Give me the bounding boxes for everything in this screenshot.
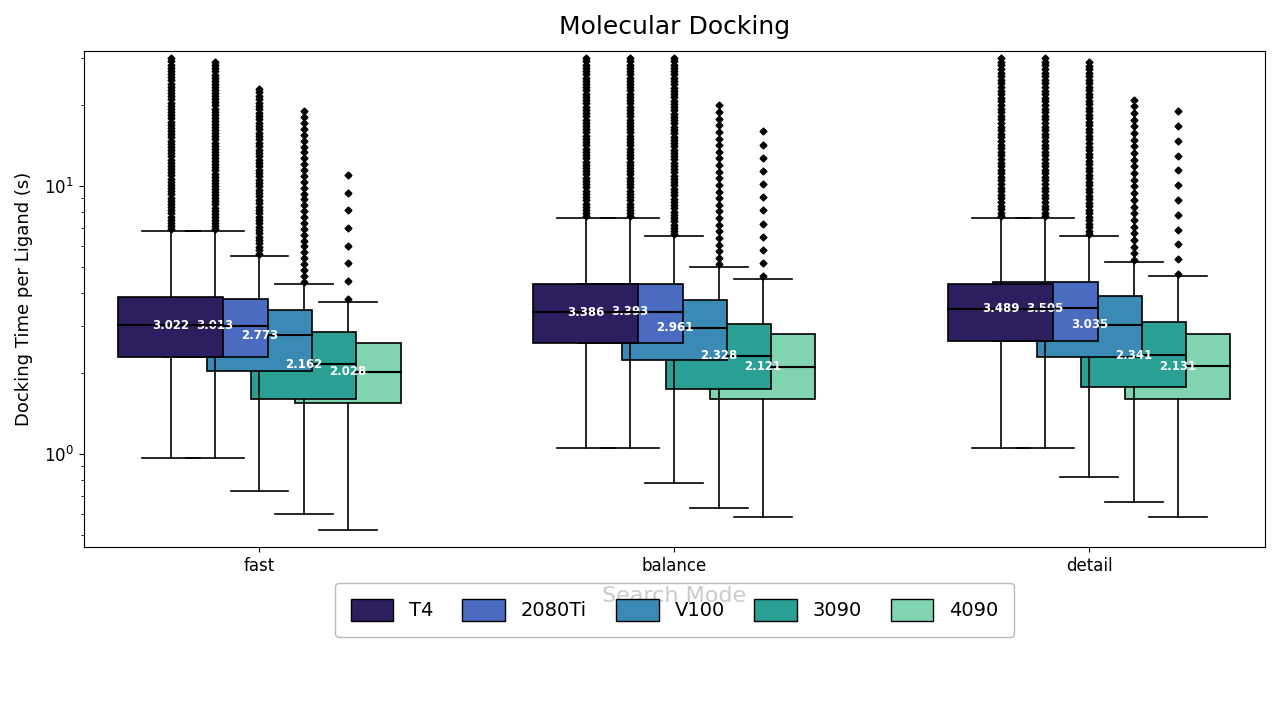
Bar xyxy=(1125,335,1230,399)
Bar xyxy=(207,310,312,371)
Text: 3.386: 3.386 xyxy=(567,306,604,319)
Text: 2.341: 2.341 xyxy=(1115,348,1152,361)
Bar xyxy=(163,298,268,357)
Bar xyxy=(251,332,356,399)
Bar xyxy=(577,284,682,343)
Text: 2.162: 2.162 xyxy=(285,358,323,371)
Text: 3.505: 3.505 xyxy=(1027,301,1064,314)
Text: 2.028: 2.028 xyxy=(329,366,366,379)
Bar xyxy=(534,284,639,343)
Text: 3.013: 3.013 xyxy=(197,319,234,332)
Text: 2.773: 2.773 xyxy=(241,329,278,342)
Text: 3.022: 3.022 xyxy=(152,319,189,332)
Legend: T4, 2080Ti, V100, 3090, 4090: T4, 2080Ti, V100, 3090, 4090 xyxy=(335,583,1014,637)
Bar xyxy=(296,343,401,403)
Text: 3.035: 3.035 xyxy=(1070,319,1108,332)
Bar xyxy=(1082,322,1187,387)
Text: 3.393: 3.393 xyxy=(612,306,649,319)
Y-axis label: Docking Time per Ligand (s): Docking Time per Ligand (s) xyxy=(15,172,33,426)
Bar xyxy=(948,284,1053,340)
Bar xyxy=(666,324,772,389)
Bar xyxy=(118,297,224,357)
Text: 2.961: 2.961 xyxy=(655,322,692,335)
Bar xyxy=(710,335,815,399)
Title: Molecular Docking: Molecular Docking xyxy=(559,15,790,39)
Bar xyxy=(992,282,1098,340)
Text: 2.328: 2.328 xyxy=(700,349,737,362)
Text: 2.131: 2.131 xyxy=(1160,360,1197,373)
Bar xyxy=(1037,296,1142,357)
X-axis label: Search Mode: Search Mode xyxy=(603,586,746,606)
Text: 2.121: 2.121 xyxy=(745,360,782,373)
Text: 3.489: 3.489 xyxy=(982,302,1020,315)
Bar xyxy=(622,300,727,360)
